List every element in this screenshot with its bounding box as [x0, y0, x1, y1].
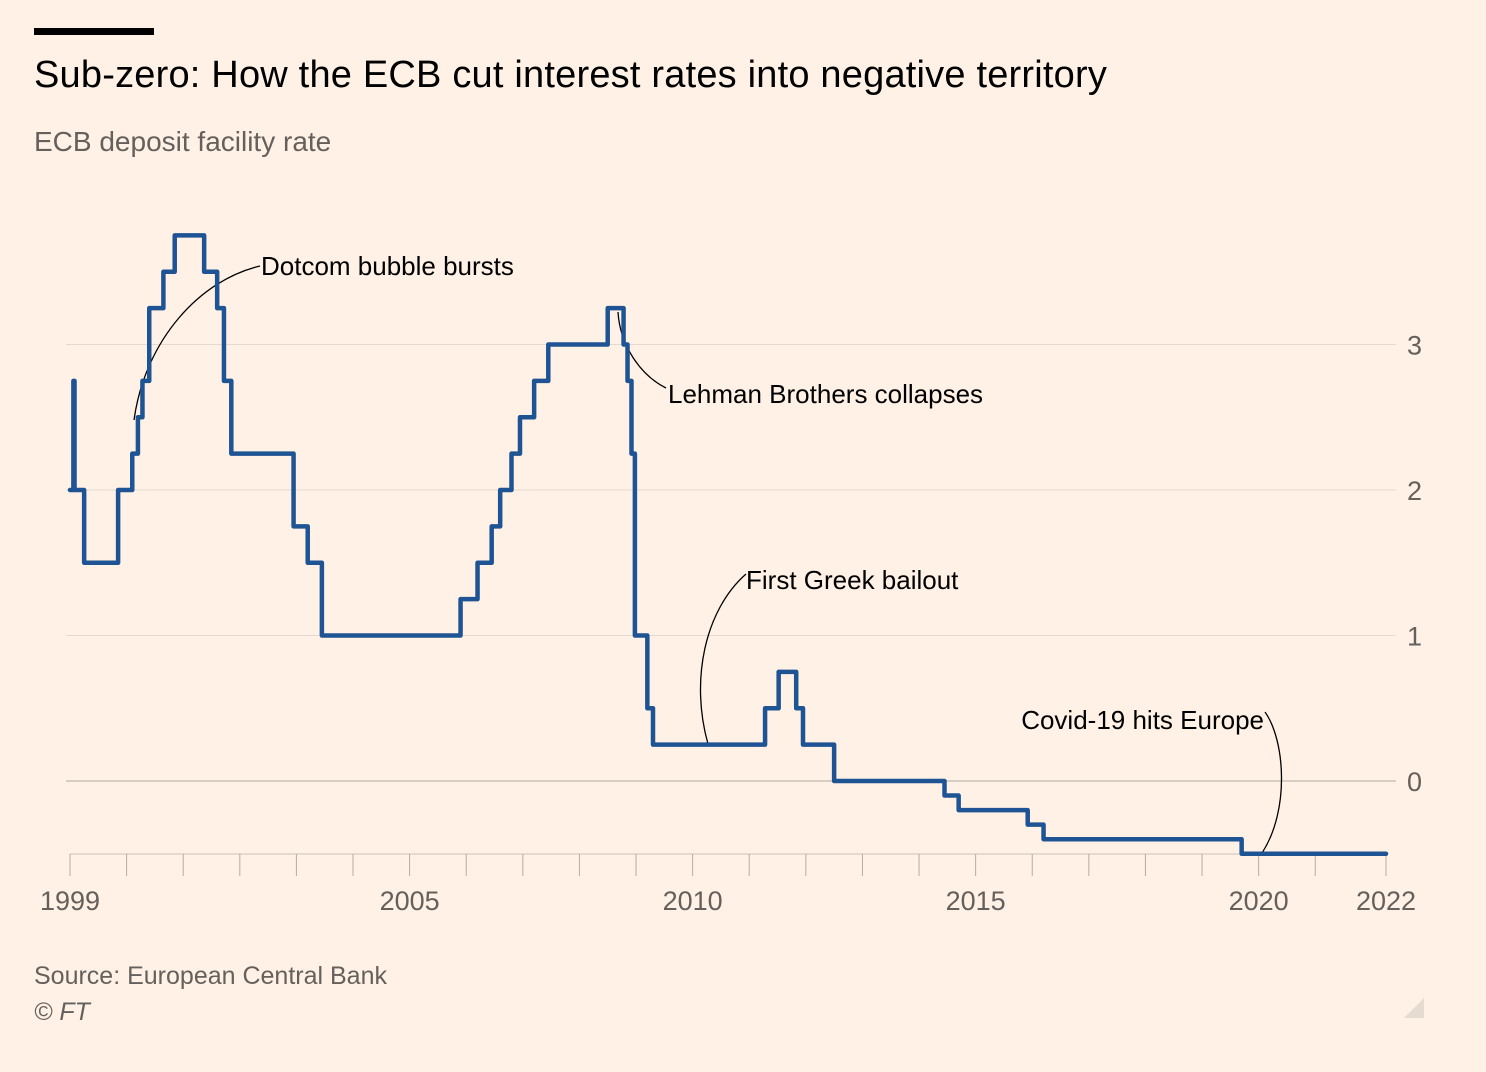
x-tick-label: 2015	[946, 886, 1006, 916]
y-tick-label: 2	[1407, 476, 1422, 506]
annotation-label: Dotcom bubble bursts	[261, 251, 514, 281]
annotation-label: Lehman Brothers collapses	[668, 379, 983, 409]
annotation-label: Covid-19 hits Europe	[1021, 705, 1264, 735]
annotation-leader	[617, 311, 667, 389]
x-tick-label: 2005	[380, 886, 440, 916]
ft-accent-bar	[34, 28, 154, 35]
annotation-label: First Greek bailout	[746, 565, 959, 595]
annotation-leader	[133, 265, 261, 421]
source-note: Source: European Central Bank	[34, 962, 387, 990]
chart-subtitle: ECB deposit facility rate	[34, 126, 332, 157]
y-tick-label: 1	[1407, 622, 1422, 652]
x-tick-label: 2022	[1356, 886, 1416, 916]
x-tick-label: 2010	[663, 886, 723, 916]
y-tick-label: 0	[1407, 767, 1422, 797]
annotation-leader	[1261, 711, 1283, 854]
copyright-note: © FT	[34, 998, 90, 1026]
chart-title: Sub-zero: How the ECB cut interest rates…	[34, 54, 1108, 96]
x-tick-label: 2020	[1229, 886, 1289, 916]
annotation-leader	[699, 573, 747, 745]
rate-series-line	[67, 233, 1389, 856]
resize-handle-icon[interactable]	[1404, 998, 1424, 1018]
y-tick-label: 3	[1407, 331, 1422, 361]
x-tick-label: 1999	[40, 886, 100, 916]
